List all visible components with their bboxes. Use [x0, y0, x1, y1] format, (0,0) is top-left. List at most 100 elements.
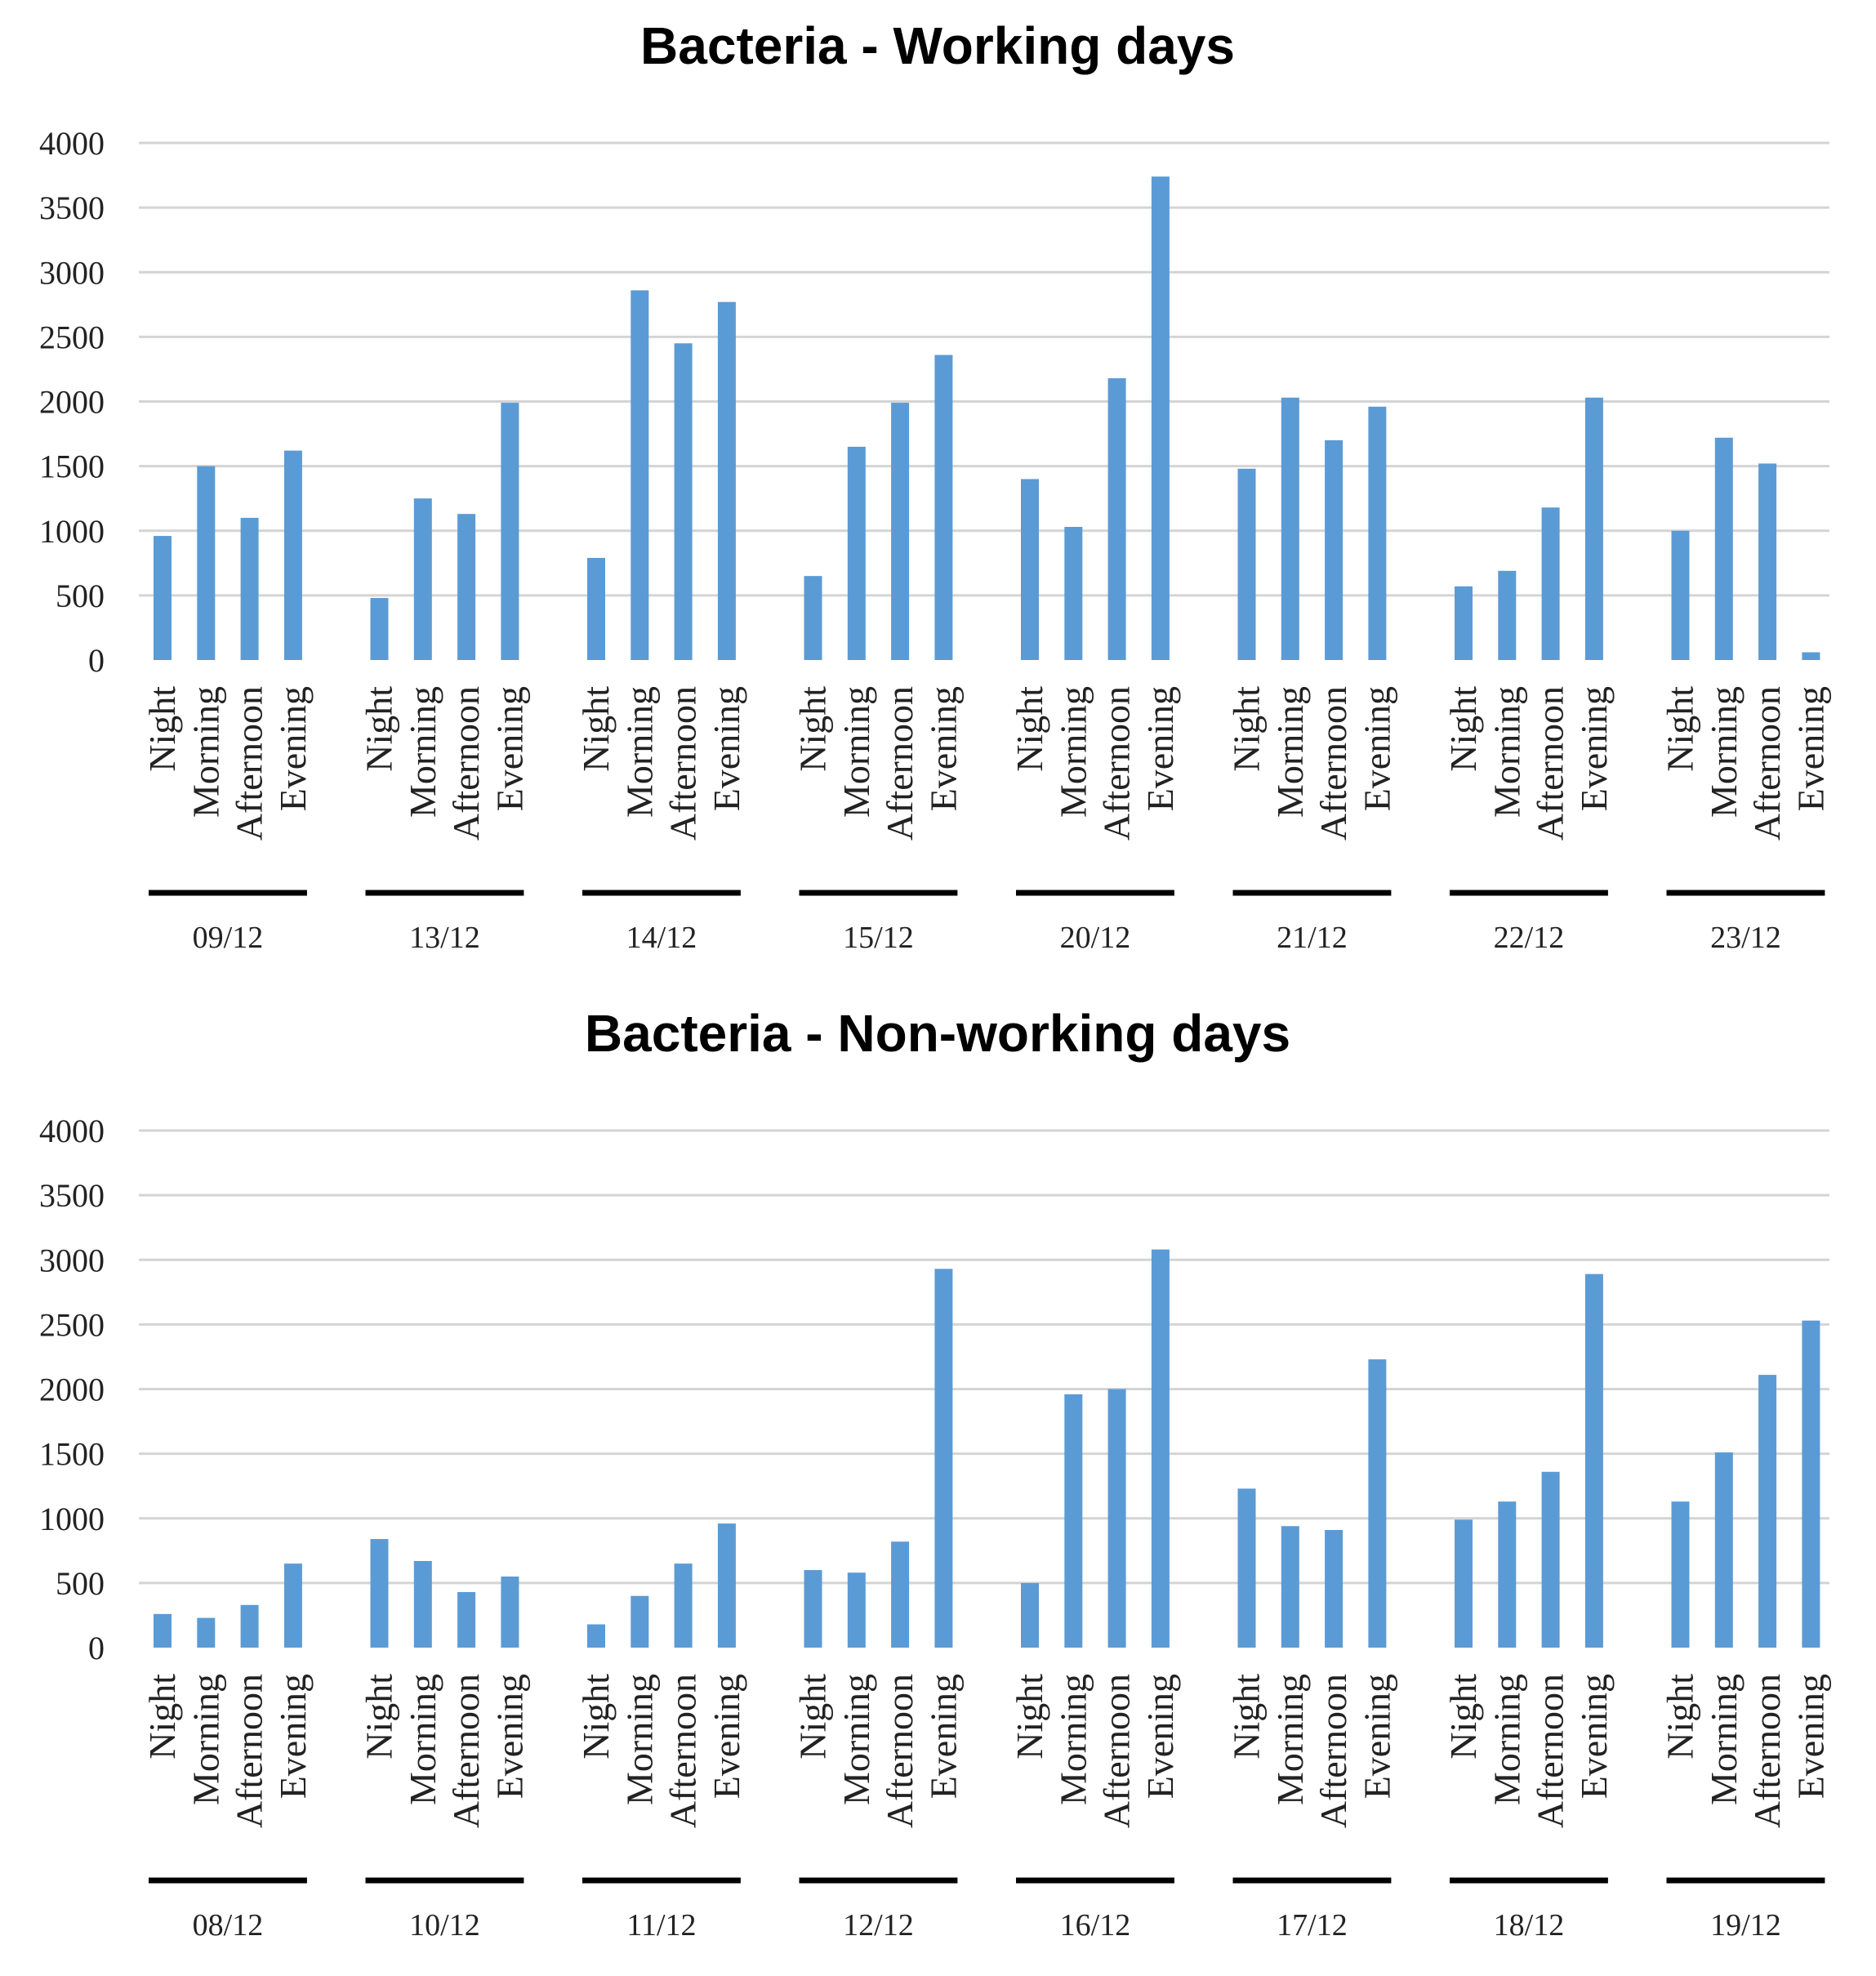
bar-23-12-morning	[1714, 437, 1733, 660]
bar-20-12-evening	[1151, 176, 1170, 660]
category-label: Evening	[706, 1674, 747, 1799]
y-tick-label: 2000	[39, 1372, 105, 1408]
category-label: Afternoon	[1530, 1674, 1571, 1828]
category-label: Morning	[618, 686, 660, 818]
category-label: Night	[141, 686, 183, 772]
category-label: Evening	[1573, 1674, 1615, 1799]
category-label: Evening	[1789, 686, 1831, 811]
category-label: Evening	[488, 1674, 530, 1799]
bar-15-12-evening	[934, 355, 953, 660]
group-label: 14/12	[626, 921, 697, 955]
bar-21-12-evening	[1368, 406, 1387, 660]
bar-22-12-night	[1455, 586, 1473, 660]
category-label: Afternoon	[1312, 686, 1354, 841]
bar-23-12-evening	[1802, 652, 1820, 660]
category-label: Night	[575, 686, 617, 772]
category-label: Night	[1226, 686, 1268, 772]
group-label: 21/12	[1277, 921, 1348, 955]
category-label: Afternoon	[1746, 1674, 1788, 1828]
category-label: Morning	[1486, 1674, 1527, 1805]
category-label: Evening	[272, 1674, 314, 1799]
bar-19-12-morning	[1714, 1452, 1733, 1648]
bar-16-12-evening	[1151, 1249, 1170, 1648]
bar-16-12-night	[1021, 1582, 1039, 1648]
bar-10-12-afternoon	[457, 1591, 476, 1648]
bar-14-12-afternoon	[674, 343, 693, 660]
category-label: Night	[792, 686, 834, 772]
category-label: Night	[1442, 1674, 1484, 1760]
y-tick-label: 500	[56, 1565, 105, 1602]
bar-11-12-evening	[717, 1523, 736, 1648]
bar-21-12-afternoon	[1325, 439, 1344, 660]
chart-title: Bacteria - Working days	[640, 16, 1235, 75]
bar-22-12-afternoon	[1541, 507, 1560, 660]
bar-18-12-evening	[1584, 1273, 1603, 1648]
bar-20-12-night	[1021, 479, 1039, 660]
group-label: 16/12	[1060, 1908, 1131, 1943]
bar-16-12-morning	[1064, 1394, 1083, 1648]
group-label: 18/12	[1494, 1908, 1565, 1943]
bar-19-12-night	[1671, 1501, 1690, 1648]
category-label: Morning	[836, 686, 877, 818]
group-label: 11/12	[626, 1908, 696, 1943]
group-label: 08/12	[193, 1908, 264, 1943]
category-label: Morning	[1052, 1674, 1094, 1805]
category-label: Afternoon	[879, 1674, 920, 1828]
category-label: Evening	[1573, 686, 1615, 811]
bar-11-12-night	[587, 1624, 605, 1648]
bar-17-12-afternoon	[1325, 1529, 1344, 1648]
category-label: Morning	[1703, 686, 1745, 818]
category-label: Night	[1226, 1674, 1268, 1760]
bar-11-12-afternoon	[674, 1563, 693, 1648]
bar-13-12-afternoon	[457, 514, 476, 660]
y-tick-label: 2000	[39, 384, 105, 421]
category-label: Evening	[1356, 1674, 1397, 1799]
category-label: Afternoon	[1530, 686, 1571, 841]
bar-18-12-afternoon	[1541, 1471, 1560, 1648]
bar-18-12-morning	[1498, 1501, 1517, 1648]
bar-23-12-night	[1671, 530, 1690, 660]
group-label: 15/12	[843, 921, 914, 955]
group-label: 09/12	[193, 921, 264, 955]
bar-23-12-afternoon	[1758, 463, 1777, 660]
category-label: Morning	[836, 1674, 877, 1805]
category-label: Night	[1009, 686, 1050, 772]
y-tick-label: 4000	[39, 1113, 105, 1149]
bar-14-12-morning	[631, 290, 649, 660]
group-label: 22/12	[1494, 921, 1565, 955]
bar-09-12-morning	[197, 466, 216, 660]
category-label: Evening	[706, 686, 747, 811]
bar-10-12-morning	[413, 1560, 432, 1648]
bar-14-12-evening	[717, 301, 736, 660]
bar-21-12-morning	[1281, 397, 1299, 660]
bar-17-12-morning	[1281, 1526, 1299, 1648]
bar-12-12-night	[804, 1570, 822, 1648]
bar-12-12-afternoon	[891, 1541, 910, 1648]
category-label: Night	[359, 1674, 400, 1760]
bar-17-12-night	[1237, 1488, 1256, 1648]
bar-16-12-afternoon	[1107, 1389, 1126, 1648]
y-tick-label: 1500	[39, 448, 105, 485]
y-tick-label: 3000	[39, 254, 105, 291]
bar-08-12-night	[154, 1613, 172, 1648]
bar-20-12-afternoon	[1107, 378, 1126, 660]
bar-08-12-morning	[197, 1617, 216, 1648]
category-label: Morning	[1269, 686, 1311, 818]
bar-08-12-afternoon	[240, 1604, 259, 1648]
bar-22-12-morning	[1498, 570, 1517, 660]
category-label: Afternoon	[445, 686, 487, 841]
group-label: 10/12	[409, 1908, 480, 1943]
category-label: Morning	[402, 1674, 443, 1805]
bar-09-12-afternoon	[240, 517, 259, 660]
category-label: Night	[1009, 1674, 1050, 1760]
y-tick-label: 4000	[39, 125, 105, 162]
bar-21-12-night	[1237, 468, 1256, 660]
y-tick-label: 1000	[39, 513, 105, 550]
y-tick-label: 0	[88, 1630, 105, 1666]
category-label: Afternoon	[1096, 1674, 1138, 1828]
bar-17-12-evening	[1368, 1359, 1387, 1648]
chart-title: Bacteria - Non-working days	[585, 1004, 1290, 1063]
category-label: Afternoon	[1746, 686, 1788, 841]
category-label: Evening	[272, 686, 314, 811]
bar-10-12-evening	[501, 1576, 519, 1648]
